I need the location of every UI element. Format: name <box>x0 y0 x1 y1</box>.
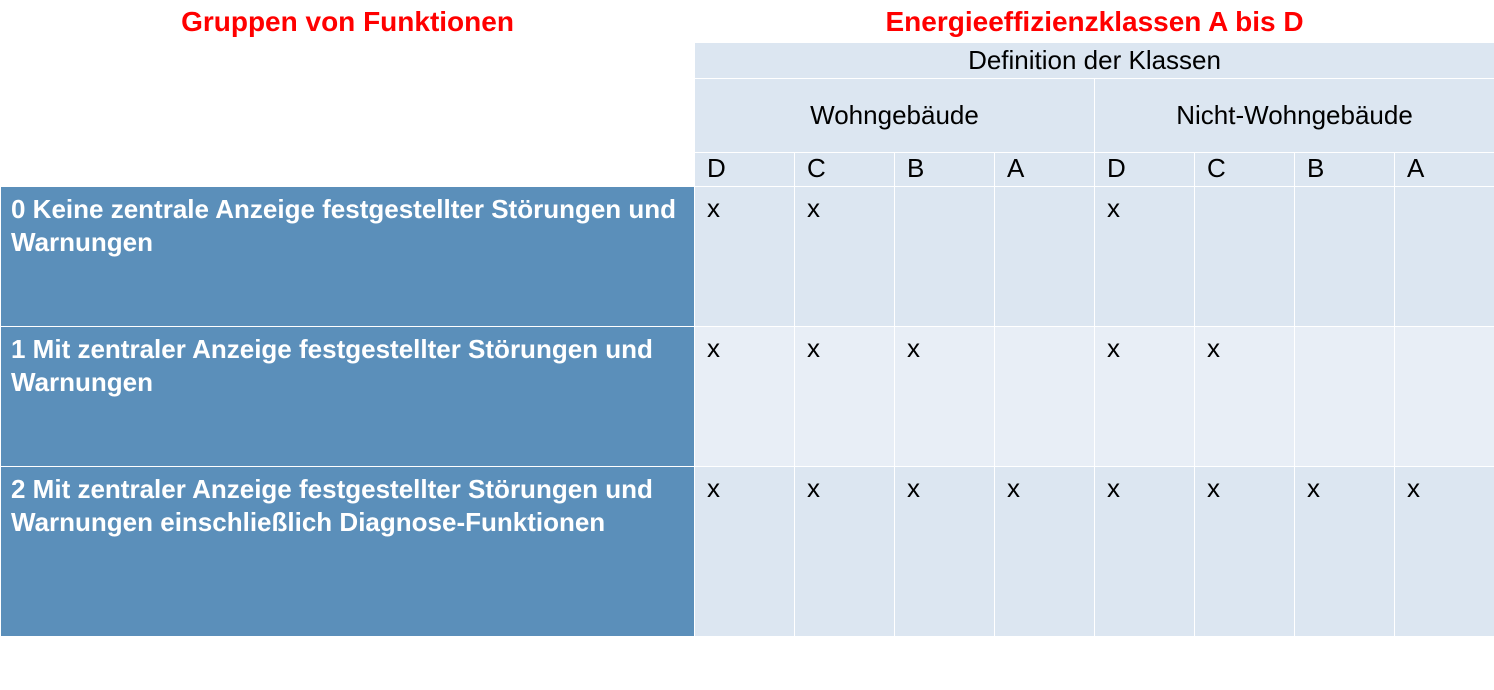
data-cell: x <box>1195 467 1295 637</box>
blank-header <box>1 79 695 153</box>
data-cell: x <box>695 187 795 327</box>
data-cell: x <box>1095 467 1195 637</box>
table-row: 0 Keine zentrale Anzeige festgestellter … <box>1 187 1494 327</box>
data-cell: x <box>695 467 795 637</box>
row-label: 2 Mit zentraler Anzeige festgestellter S… <box>1 467 695 637</box>
residential-header: Wohngebäude <box>695 79 1095 153</box>
data-cell: x <box>795 187 895 327</box>
building-type-row: Wohngebäude Nicht-Wohngebäude <box>1 79 1494 153</box>
title-row: Gruppen von Funktionen Energieeffizienzk… <box>1 0 1494 43</box>
class-header: D <box>1095 153 1195 187</box>
data-cell <box>895 187 995 327</box>
data-cell: x <box>1295 467 1395 637</box>
data-cell <box>1395 327 1494 467</box>
energy-efficiency-table: Gruppen von Funktionen Energieeffizienzk… <box>0 0 1494 637</box>
row-label: 1 Mit zentraler Anzeige festgestellter S… <box>1 327 695 467</box>
row-label: 0 Keine zentrale Anzeige festgestellter … <box>1 187 695 327</box>
class-header: B <box>1295 153 1395 187</box>
data-cell <box>1195 187 1295 327</box>
class-letter-row: D C B A D C B A <box>1 153 1494 187</box>
data-cell: x <box>995 467 1095 637</box>
definition-row: Definition der Klassen <box>1 43 1494 79</box>
data-cell <box>1295 327 1395 467</box>
data-cell: x <box>1095 327 1195 467</box>
definition-header: Definition der Klassen <box>695 43 1494 79</box>
data-cell: x <box>795 467 895 637</box>
data-cell: x <box>695 327 795 467</box>
data-cell: x <box>1395 467 1494 637</box>
data-cell <box>995 187 1095 327</box>
class-header: C <box>795 153 895 187</box>
data-cell <box>995 327 1095 467</box>
data-cell: x <box>895 467 995 637</box>
data-cell: x <box>1195 327 1295 467</box>
table-row: 1 Mit zentraler Anzeige festgestellter S… <box>1 327 1494 467</box>
table-row: 2 Mit zentraler Anzeige festgestellter S… <box>1 467 1494 637</box>
class-header: B <box>895 153 995 187</box>
class-header: A <box>995 153 1095 187</box>
class-header: A <box>1395 153 1494 187</box>
title-left: Gruppen von Funktionen <box>1 0 695 43</box>
data-cell: x <box>1095 187 1195 327</box>
class-header: C <box>1195 153 1295 187</box>
blank-header <box>1 43 695 79</box>
blank-header <box>1 153 695 187</box>
nonresidential-header: Nicht-Wohngebäude <box>1095 79 1494 153</box>
data-cell: x <box>795 327 895 467</box>
class-header: D <box>695 153 795 187</box>
title-right: Energieeffizienzklassen A bis D <box>695 0 1494 43</box>
data-cell: x <box>895 327 995 467</box>
data-cell <box>1395 187 1494 327</box>
data-cell <box>1295 187 1395 327</box>
